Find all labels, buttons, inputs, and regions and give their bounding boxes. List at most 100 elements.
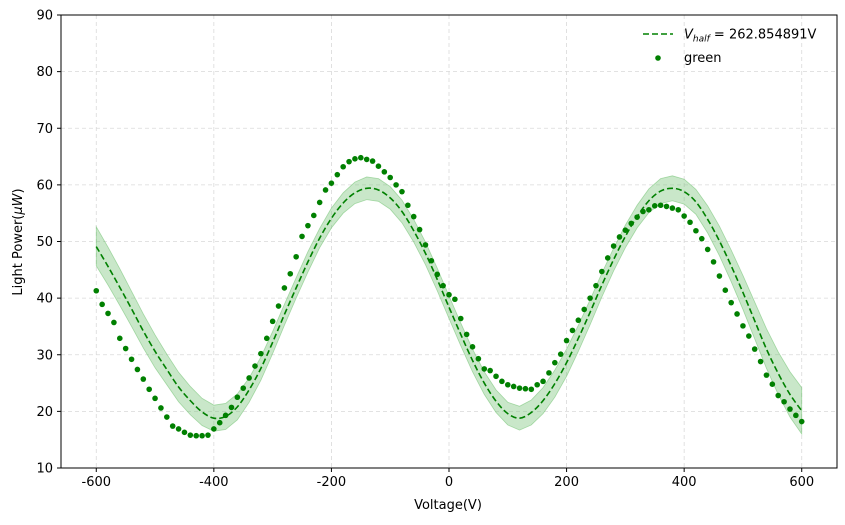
y-tick-label: 80 — [36, 65, 53, 80]
data-point — [181, 429, 188, 436]
data-point — [434, 271, 441, 278]
data-point — [604, 255, 611, 261]
x-tick-label: -200 — [317, 475, 347, 490]
data-point — [316, 199, 323, 206]
data-point — [410, 213, 417, 220]
data-point — [275, 303, 282, 309]
data-point — [540, 378, 546, 385]
data-point — [481, 366, 488, 372]
data-point — [134, 366, 141, 373]
y-tick-label: 50 — [36, 235, 53, 250]
data-point — [322, 187, 329, 193]
y-tick-label: 60 — [36, 178, 53, 193]
x-tick-label: -400 — [199, 475, 229, 490]
data-point — [746, 333, 752, 339]
x-tick-label: -600 — [82, 475, 112, 490]
data-point — [704, 246, 711, 253]
data-point — [299, 233, 305, 240]
legend-fit-label: Vhalf = 262.854891V — [684, 28, 817, 45]
data-point — [334, 171, 341, 178]
data-point — [634, 214, 640, 220]
data-point — [651, 203, 658, 209]
data-point — [375, 163, 382, 169]
x-tick-label: 400 — [672, 475, 697, 490]
data-point — [269, 318, 276, 325]
data-point — [499, 378, 505, 385]
data-point — [599, 268, 605, 275]
data-point — [175, 426, 182, 432]
x-tick-label: 600 — [789, 475, 814, 490]
data-point — [622, 227, 629, 233]
data-point — [657, 202, 664, 209]
data-point — [105, 310, 111, 317]
data-point — [669, 205, 676, 211]
data-point — [698, 235, 705, 242]
data-point — [463, 331, 470, 338]
data-point — [628, 220, 635, 227]
data-point — [710, 259, 717, 265]
data-point — [128, 356, 135, 363]
data-point — [228, 404, 235, 411]
data-point — [122, 345, 129, 352]
data-point — [152, 395, 158, 402]
data-point — [693, 227, 699, 234]
data-point — [516, 385, 523, 391]
data-point — [310, 212, 317, 219]
data-point — [393, 182, 399, 188]
data-point — [399, 188, 405, 195]
data-point — [751, 346, 758, 352]
data-point — [281, 285, 288, 291]
y-axis-ticks: 10 20 30 40 50 60 70 80 90 — [36, 9, 61, 477]
data-point — [487, 367, 493, 374]
data-point — [346, 158, 352, 165]
data-point — [798, 418, 805, 425]
x-tick-label: 200 — [554, 475, 579, 490]
data-point — [740, 323, 746, 329]
data-point — [763, 372, 770, 378]
data-point — [358, 154, 364, 161]
data-point — [569, 327, 576, 334]
data-point — [593, 282, 599, 289]
data-point — [405, 202, 411, 209]
data-point — [457, 315, 464, 322]
data-point — [787, 406, 793, 412]
data-point — [493, 373, 499, 380]
data-point — [469, 344, 476, 350]
data-point — [293, 253, 299, 260]
y-tick-label: 30 — [36, 348, 53, 363]
data-point — [328, 180, 335, 186]
data-point — [211, 426, 217, 432]
data-point — [263, 335, 270, 342]
data-point — [340, 163, 346, 170]
fit-line — [95, 187, 803, 420]
x-axis-label: Voltage(V) — [414, 498, 482, 513]
data-point — [252, 363, 258, 369]
data-point — [216, 419, 223, 426]
data-point — [305, 222, 311, 229]
x-axis-ticks: -600 -400 -200 0 200 400 600 — [82, 468, 814, 490]
data-point — [369, 158, 376, 164]
confidence-band — [95, 175, 803, 436]
data-point — [757, 358, 764, 365]
data-point — [616, 234, 623, 240]
data-point — [193, 432, 200, 439]
data-point — [169, 423, 176, 429]
data-point — [687, 219, 693, 226]
data-point — [164, 414, 170, 420]
data-point — [640, 208, 646, 215]
y-tick-label: 90 — [36, 9, 53, 24]
data-point — [246, 375, 252, 381]
data-point — [99, 301, 105, 308]
confidence-band-layer — [95, 175, 803, 436]
y-axis-label: Light Power(μW) — [11, 188, 26, 295]
data-point — [610, 243, 617, 249]
data-point — [510, 383, 517, 390]
data-point — [111, 319, 117, 326]
x-tick-label: 0 — [445, 475, 453, 490]
data-point — [587, 295, 593, 301]
data-point — [528, 386, 535, 393]
legend: Vhalf = 262.854891V green — [643, 28, 817, 66]
data-point — [475, 355, 482, 362]
y-tick-label: 40 — [36, 292, 53, 307]
